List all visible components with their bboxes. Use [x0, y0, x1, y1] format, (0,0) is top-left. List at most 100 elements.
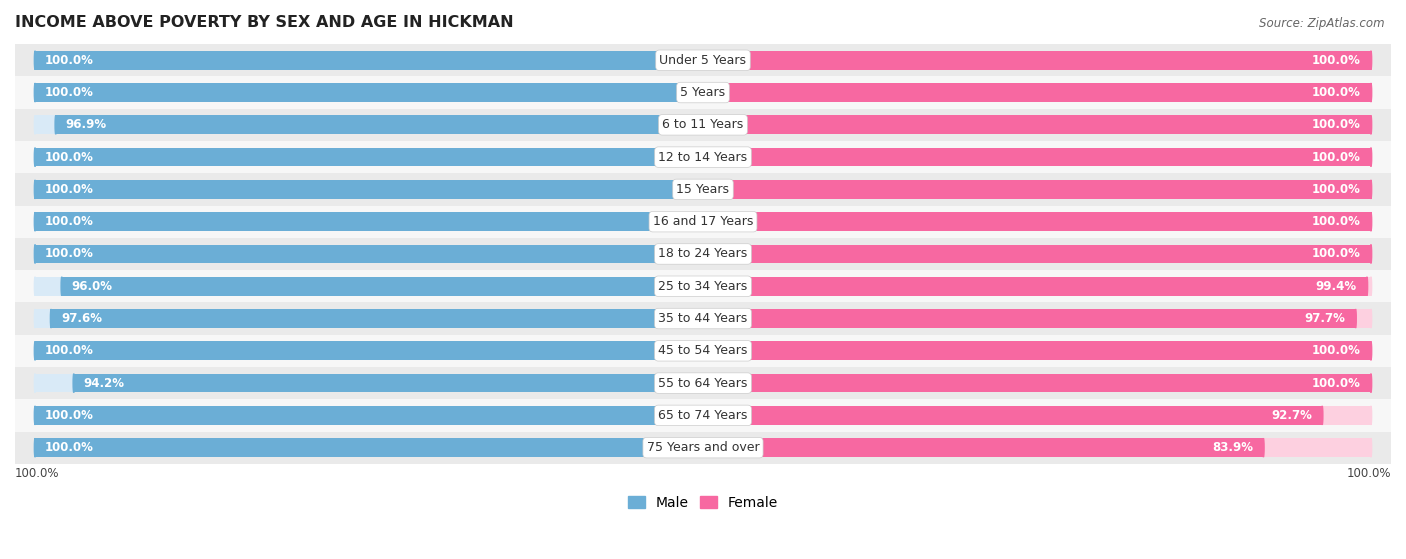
Bar	[15, 432, 1391, 464]
Text: Source: ZipAtlas.com: Source: ZipAtlas.com	[1260, 17, 1385, 30]
Text: 92.7%: 92.7%	[1271, 409, 1312, 422]
Text: 12 to 14 Years: 12 to 14 Years	[658, 150, 748, 164]
Bar	[35, 148, 703, 167]
Bar	[15, 270, 1391, 302]
Bar	[35, 374, 703, 392]
Bar	[703, 180, 1371, 199]
Bar	[703, 309, 1355, 328]
Text: 6 to 11 Years: 6 to 11 Years	[662, 119, 744, 131]
Bar	[35, 180, 703, 199]
Bar	[703, 438, 1371, 457]
Text: 65 to 74 Years: 65 to 74 Years	[658, 409, 748, 422]
Text: 55 to 64 Years: 55 to 64 Years	[658, 377, 748, 390]
Bar	[56, 116, 703, 134]
Bar	[703, 245, 1371, 263]
Text: 25 to 34 Years: 25 to 34 Years	[658, 280, 748, 293]
Bar	[703, 148, 1371, 167]
Bar	[15, 238, 1391, 270]
Text: 100.0%: 100.0%	[1312, 215, 1361, 228]
Text: INCOME ABOVE POVERTY BY SEX AND AGE IN HICKMAN: INCOME ABOVE POVERTY BY SEX AND AGE IN H…	[15, 15, 513, 30]
Bar	[15, 77, 1391, 108]
Bar	[703, 83, 1371, 102]
Bar	[703, 51, 1371, 70]
Bar	[15, 302, 1391, 335]
Text: 100.0%: 100.0%	[1347, 467, 1391, 480]
Bar	[15, 173, 1391, 206]
Bar	[51, 309, 703, 328]
Bar	[35, 342, 703, 360]
Bar	[15, 399, 1391, 432]
Text: 99.4%: 99.4%	[1316, 280, 1357, 293]
Bar	[35, 51, 703, 70]
Text: 100.0%: 100.0%	[1312, 377, 1361, 390]
Bar	[703, 277, 1367, 296]
Bar	[703, 83, 1371, 102]
Bar	[35, 309, 703, 328]
Bar	[35, 342, 703, 360]
Bar	[35, 83, 703, 102]
Bar	[35, 180, 703, 199]
Bar	[703, 116, 1371, 134]
Bar	[703, 309, 1371, 328]
Bar	[703, 277, 1371, 296]
Bar	[35, 212, 703, 231]
Bar	[703, 406, 1371, 425]
Text: 75 Years and over: 75 Years and over	[647, 441, 759, 454]
Text: 100.0%: 100.0%	[1312, 344, 1361, 357]
Bar	[35, 406, 703, 425]
Bar	[15, 108, 1391, 141]
Text: 94.2%: 94.2%	[84, 377, 125, 390]
Bar	[35, 116, 703, 134]
Bar	[15, 367, 1391, 399]
Text: 100.0%: 100.0%	[1312, 150, 1361, 164]
Bar	[703, 51, 1371, 70]
Text: 5 Years: 5 Years	[681, 86, 725, 99]
Bar	[35, 277, 703, 296]
Bar	[35, 51, 703, 70]
Text: 83.9%: 83.9%	[1212, 441, 1253, 454]
Bar	[703, 148, 1371, 167]
Bar	[15, 141, 1391, 173]
Text: 100.0%: 100.0%	[1312, 119, 1361, 131]
Text: 100.0%: 100.0%	[1312, 86, 1361, 99]
Bar	[703, 374, 1371, 392]
Text: 100.0%: 100.0%	[45, 248, 94, 260]
Text: 97.6%: 97.6%	[60, 312, 103, 325]
Text: 100.0%: 100.0%	[1312, 54, 1361, 67]
Text: 35 to 44 Years: 35 to 44 Years	[658, 312, 748, 325]
Text: 100.0%: 100.0%	[45, 54, 94, 67]
Bar	[703, 212, 1371, 231]
Bar	[703, 116, 1371, 134]
Bar	[35, 83, 703, 102]
Text: 100.0%: 100.0%	[45, 86, 94, 99]
Bar	[15, 206, 1391, 238]
Bar	[15, 44, 1391, 77]
Bar	[703, 374, 1371, 392]
Bar	[703, 180, 1371, 199]
Text: 100.0%: 100.0%	[1312, 183, 1361, 196]
Bar	[35, 438, 703, 457]
Text: 45 to 54 Years: 45 to 54 Years	[658, 344, 748, 357]
Text: 100.0%: 100.0%	[45, 344, 94, 357]
Bar	[35, 406, 703, 425]
Bar	[35, 245, 703, 263]
Text: 100.0%: 100.0%	[45, 183, 94, 196]
Bar	[73, 374, 703, 392]
Text: 100.0%: 100.0%	[15, 467, 59, 480]
Text: 100.0%: 100.0%	[1312, 248, 1361, 260]
Bar	[703, 406, 1322, 425]
Text: 100.0%: 100.0%	[45, 409, 94, 422]
Text: 97.7%: 97.7%	[1305, 312, 1346, 325]
Bar	[35, 212, 703, 231]
Bar	[35, 438, 703, 457]
Legend: Male, Female: Male, Female	[623, 490, 783, 515]
Text: 96.9%: 96.9%	[66, 119, 107, 131]
Bar	[703, 342, 1371, 360]
Bar	[703, 212, 1371, 231]
Text: 100.0%: 100.0%	[45, 150, 94, 164]
Text: 16 and 17 Years: 16 and 17 Years	[652, 215, 754, 228]
Bar	[703, 438, 1264, 457]
Text: Under 5 Years: Under 5 Years	[659, 54, 747, 67]
Bar	[62, 277, 703, 296]
Text: 18 to 24 Years: 18 to 24 Years	[658, 248, 748, 260]
